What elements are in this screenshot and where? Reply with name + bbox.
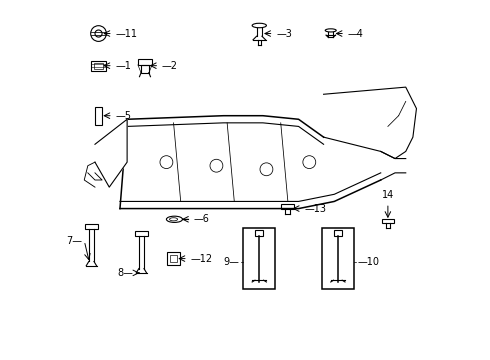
Bar	[322, 228, 354, 289]
Text: —1: —1	[115, 61, 131, 71]
Bar	[85, 224, 98, 229]
Polygon shape	[95, 119, 127, 187]
Text: —11: —11	[115, 28, 137, 39]
Bar	[135, 231, 148, 237]
Bar	[92, 61, 106, 71]
Text: —2: —2	[162, 61, 178, 71]
Text: —10: —10	[358, 257, 380, 267]
Text: —4: —4	[347, 28, 364, 39]
Bar	[167, 252, 180, 265]
Text: —6: —6	[194, 214, 210, 224]
Bar	[138, 59, 152, 65]
Text: —3: —3	[276, 28, 292, 39]
Bar	[94, 63, 103, 68]
Bar	[171, 255, 177, 262]
Text: 14: 14	[382, 190, 394, 200]
Text: 7—: 7—	[66, 236, 82, 246]
Bar	[281, 204, 294, 208]
Bar	[334, 230, 342, 236]
Bar	[96, 107, 102, 125]
Bar	[255, 230, 263, 236]
Text: 9—: 9—	[224, 257, 240, 267]
Text: —13: —13	[305, 203, 327, 213]
Text: —5: —5	[115, 111, 131, 121]
Text: 8—: 8—	[118, 268, 134, 278]
Text: —12: —12	[190, 253, 213, 264]
Bar	[382, 220, 393, 223]
Bar	[141, 65, 149, 73]
Bar	[243, 228, 275, 289]
